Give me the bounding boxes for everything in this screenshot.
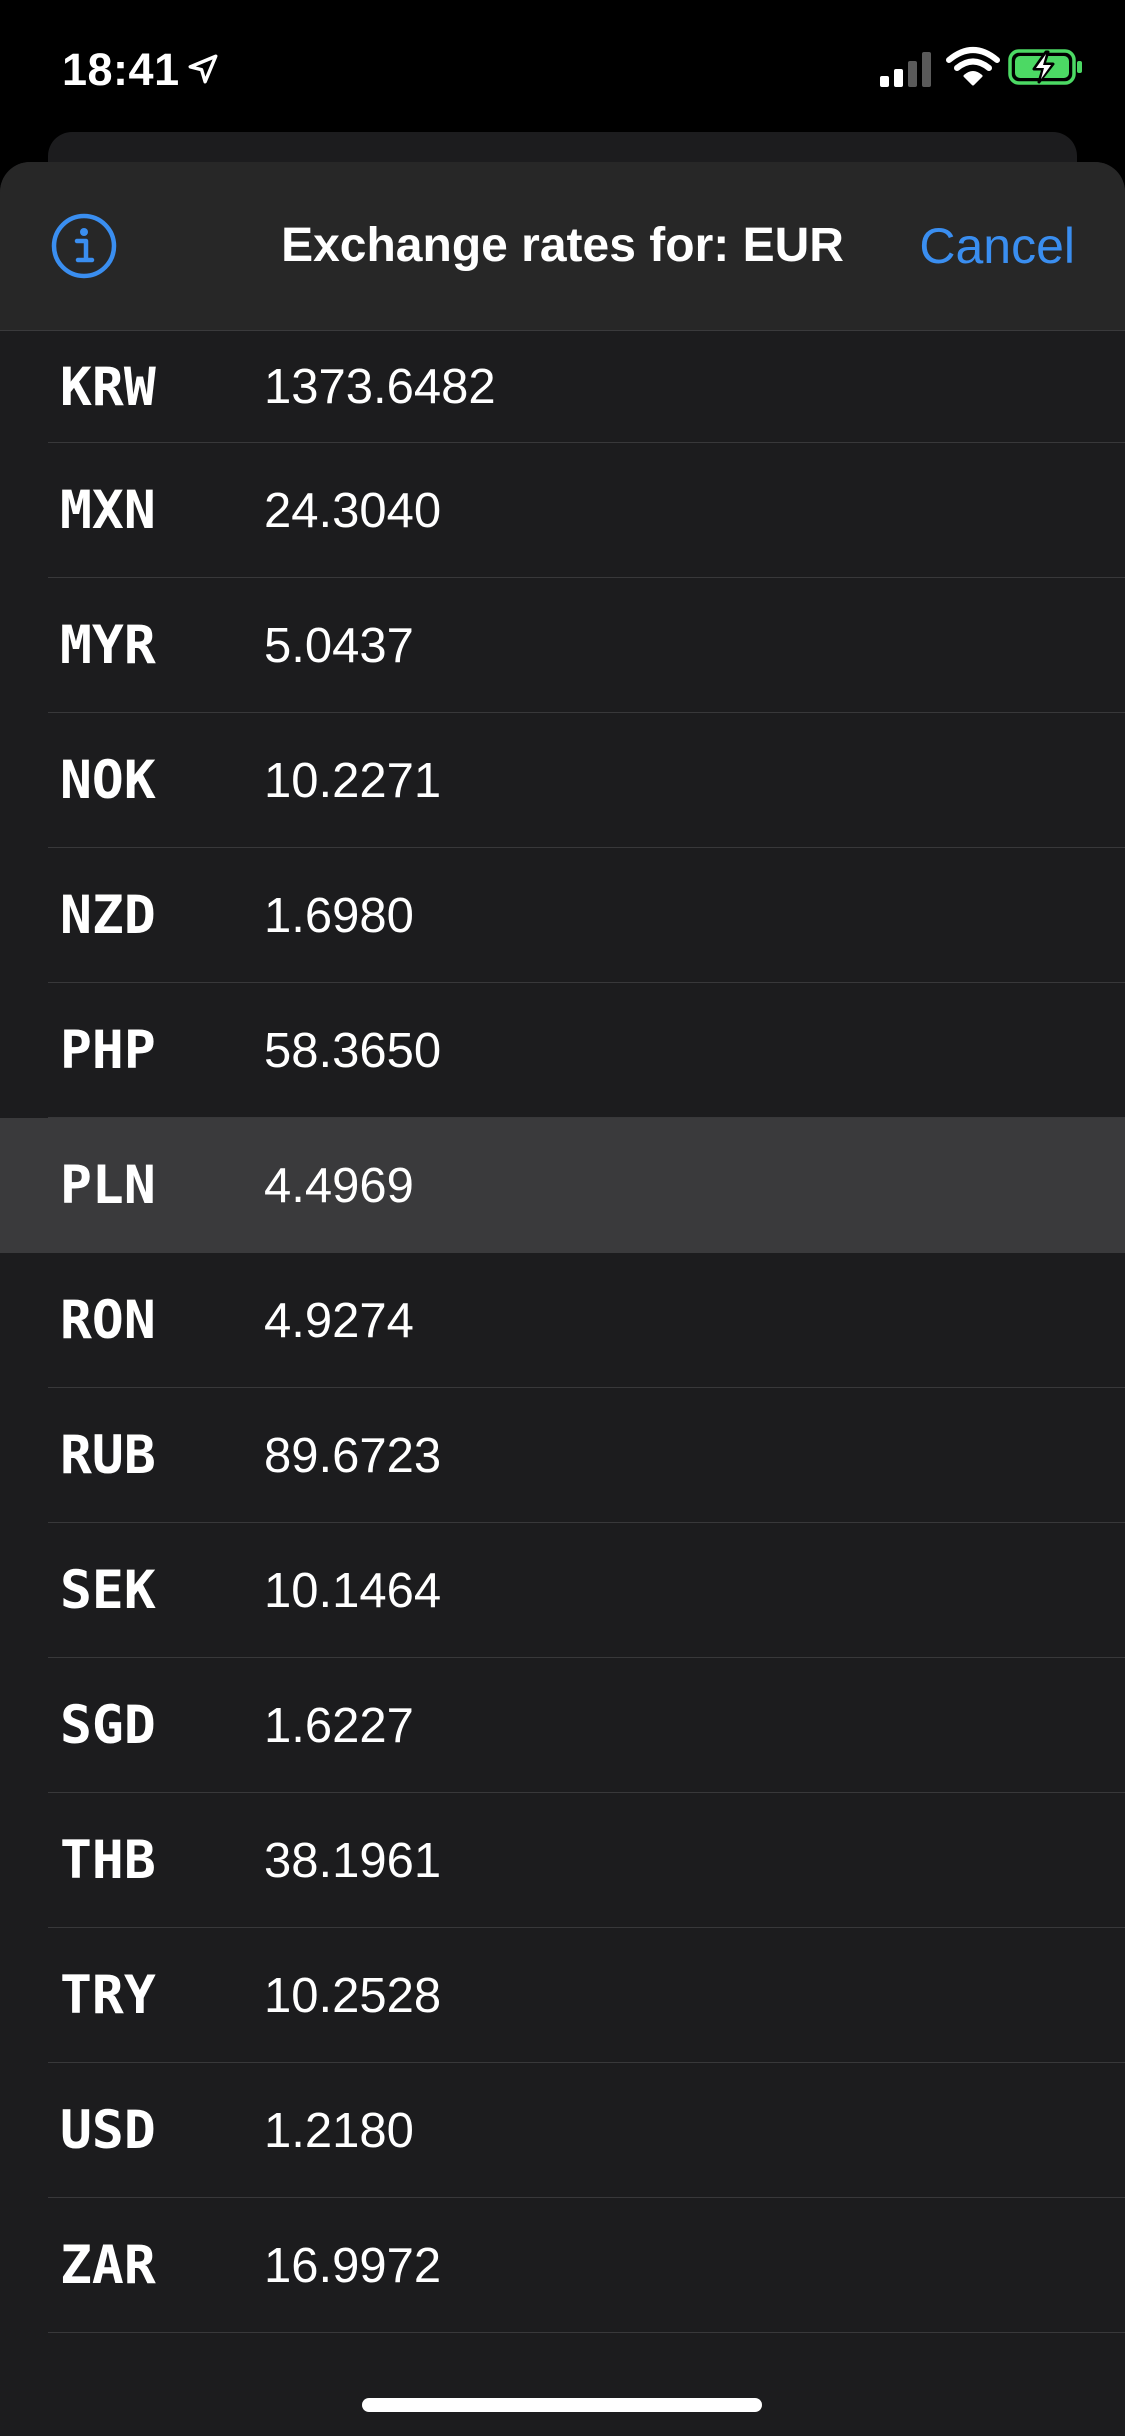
row-separator — [48, 1792, 1125, 1793]
rate-value: 38.1961 — [264, 1833, 442, 1888]
rate-value: 1.6227 — [264, 1698, 414, 1753]
rate-value: 10.2271 — [264, 753, 442, 808]
row-separator — [48, 2332, 1125, 2333]
rate-list: KRW 1373.6482 MXN 24.3040 MYR 5.0437 NOK 10.227… — [0, 331, 1125, 2333]
currency-code: SGD — [60, 1695, 156, 1756]
currency-code: NOK — [60, 750, 156, 811]
row-separator — [48, 442, 1125, 443]
rate-value: 4.4969 — [264, 1158, 414, 1213]
currency-code: NZD — [60, 885, 156, 946]
currency-code: USD — [60, 2100, 156, 2161]
rate-value: 1.6980 — [264, 888, 414, 943]
rate-row-myr[interactable]: MYR 5.0437 — [0, 578, 1125, 713]
currency-code: RUB — [60, 1425, 156, 1486]
rate-row-mxn[interactable]: MXN 24.3040 — [0, 443, 1125, 578]
page-title: Exchange rates for: EUR — [281, 219, 844, 272]
location-arrow-icon — [188, 54, 218, 84]
rate-value: 5.0437 — [264, 618, 414, 673]
rate-row-pln[interactable]: PLN 4.4969 — [0, 1118, 1125, 1253]
row-separator — [48, 982, 1125, 983]
currency-code: MYR — [60, 615, 156, 676]
rate-row-usd[interactable]: USD 1.2180 — [0, 2063, 1125, 2198]
rate-row-ron[interactable]: RON 4.9274 — [0, 1253, 1125, 1388]
row-separator — [48, 2062, 1125, 2063]
row-separator — [48, 712, 1125, 713]
rate-value: 10.1464 — [264, 1563, 442, 1618]
rate-value: 16.9972 — [264, 2238, 442, 2293]
currency-code: KRW — [60, 356, 156, 418]
battery-charging-icon — [1008, 49, 1082, 85]
home-indicator[interactable] — [362, 2398, 762, 2412]
rate-value: 58.3650 — [264, 1023, 442, 1078]
row-separator — [48, 847, 1125, 848]
row-separator — [48, 1522, 1125, 1523]
info-circle-icon[interactable] — [50, 212, 118, 280]
rate-value: 24.3040 — [264, 483, 442, 538]
currency-code: ZAR — [60, 2235, 156, 2296]
rate-row-zar[interactable]: ZAR 16.9972 — [0, 2198, 1125, 2333]
cellular-signal-icon — [880, 52, 931, 87]
rate-value: 1373.6482 — [264, 360, 496, 414]
status-time: 18:41 — [62, 44, 180, 95]
nav-bar: Exchange rates for: EUR Cancel — [0, 162, 1125, 331]
rate-value: 1.2180 — [264, 2103, 414, 2158]
status-bar: 18:41 — [0, 0, 1125, 132]
currency-code: PLN — [60, 1155, 156, 1216]
rate-value: 89.6723 — [264, 1428, 442, 1483]
exchange-rates-sheet: Exchange rates for: EUR Cancel KRW 1373.6… — [0, 162, 1125, 2436]
rate-row-sgd[interactable]: SGD 1.6227 — [0, 1658, 1125, 1793]
rate-row-thb[interactable]: THB 38.1961 — [0, 1793, 1125, 1928]
currency-code: MXN — [60, 480, 156, 541]
rate-row-try[interactable]: TRY 10.2528 — [0, 1928, 1125, 2063]
rate-row-rub[interactable]: RUB 89.6723 — [0, 1388, 1125, 1523]
currency-code: THB — [60, 1830, 156, 1891]
rate-row-php[interactable]: PHP 58.3650 — [0, 983, 1125, 1118]
currency-code: TRY — [60, 1965, 156, 2026]
cancel-button[interactable]: Cancel — [919, 218, 1075, 274]
row-separator — [48, 1117, 1125, 1118]
row-separator — [48, 1387, 1125, 1388]
row-separator — [48, 1927, 1125, 1928]
currency-code: RON — [60, 1290, 156, 1351]
rate-row-krw[interactable]: KRW 1373.6482 — [0, 331, 1125, 443]
rate-row-nok[interactable]: NOK 10.2271 — [0, 713, 1125, 848]
row-separator — [48, 2197, 1125, 2198]
currency-code: SEK — [60, 1560, 156, 1621]
rate-row-sek[interactable]: SEK 10.1464 — [0, 1523, 1125, 1658]
rate-row-nzd[interactable]: NZD 1.6980 — [0, 848, 1125, 983]
rate-value: 4.9274 — [264, 1293, 414, 1348]
currency-code: PHP — [60, 1020, 156, 1081]
rate-value: 10.2528 — [264, 1968, 442, 2023]
row-separator — [48, 577, 1125, 578]
wifi-icon — [946, 47, 1000, 86]
row-separator — [48, 1657, 1125, 1658]
